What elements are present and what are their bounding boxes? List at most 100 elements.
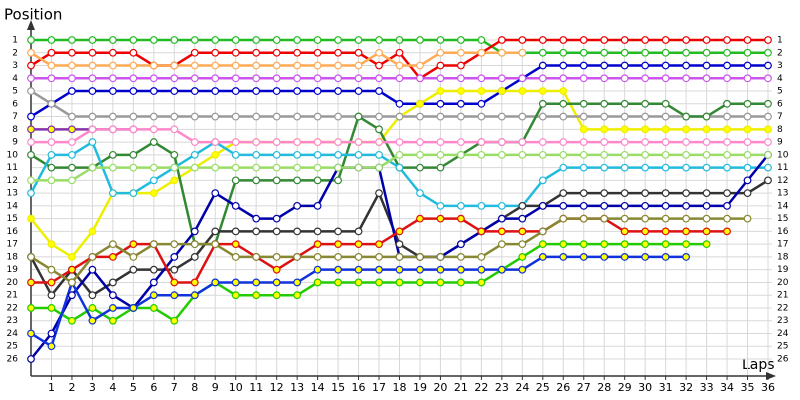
point (170, 163, 179, 172)
point (108, 304, 117, 312)
point (27, 36, 35, 44)
y-tick-label-right: 23 (777, 316, 788, 326)
point (293, 227, 302, 236)
point (477, 87, 486, 95)
point (661, 99, 670, 108)
point (477, 265, 486, 274)
point (538, 99, 547, 108)
point (538, 138, 547, 146)
point (600, 201, 609, 210)
point (559, 87, 568, 95)
point (334, 240, 342, 249)
point (743, 74, 752, 83)
point (477, 278, 486, 287)
point (436, 278, 445, 287)
point (559, 240, 568, 249)
point (395, 150, 404, 159)
point (293, 61, 302, 70)
y-tick-label: 4 (12, 74, 18, 84)
point (457, 265, 465, 274)
point (477, 253, 486, 261)
point (375, 48, 383, 57)
x-tick-label: 19 (413, 381, 427, 394)
point (88, 36, 97, 44)
point (129, 125, 138, 134)
point (354, 163, 363, 172)
point (661, 74, 670, 83)
point (579, 214, 588, 223)
x-tick-label: 7 (171, 381, 178, 394)
point (723, 36, 731, 44)
point (436, 99, 445, 108)
point (702, 227, 711, 236)
point (682, 163, 691, 172)
point (477, 201, 486, 210)
point (293, 87, 302, 95)
point (538, 150, 547, 159)
point (620, 163, 629, 172)
point (743, 163, 752, 172)
y-tick-label: 20 (7, 278, 19, 288)
point (27, 176, 35, 185)
point (477, 138, 486, 146)
point (395, 138, 404, 146)
point (641, 253, 650, 261)
x-tick-label: 3 (89, 381, 96, 394)
y-tick-label: 8 (12, 125, 18, 135)
point (702, 240, 711, 249)
point (190, 74, 199, 83)
point (68, 163, 76, 172)
point (620, 214, 629, 223)
point (661, 214, 670, 223)
point (436, 61, 445, 70)
point (559, 201, 568, 210)
point (661, 189, 670, 198)
point (252, 48, 261, 57)
point (211, 87, 220, 95)
point (27, 304, 35, 312)
point (68, 112, 76, 121)
point (47, 291, 56, 300)
x-tick-label: 34 (720, 381, 734, 394)
point (149, 189, 158, 198)
point (764, 138, 772, 146)
y-tick-label: 23 (7, 316, 18, 326)
point (497, 240, 506, 249)
point (518, 48, 527, 57)
point (518, 214, 527, 223)
point (436, 36, 445, 44)
x-tick-label: 14 (311, 381, 325, 394)
point (334, 138, 342, 146)
y-tick-label: 10 (7, 150, 19, 160)
point (313, 48, 322, 57)
point (170, 74, 179, 83)
x-tick-label: 15 (331, 381, 345, 394)
point (88, 265, 97, 274)
point (395, 112, 404, 121)
point (457, 201, 465, 210)
point (375, 112, 383, 121)
point (764, 48, 772, 57)
point (313, 265, 322, 274)
y-tick-label-right: 21 (777, 291, 788, 301)
point (272, 291, 281, 300)
y-axis-label: Position (4, 6, 62, 24)
point (272, 138, 281, 146)
point (559, 138, 568, 146)
y-tick-label: 26 (7, 355, 19, 365)
point (88, 74, 97, 83)
point (682, 36, 691, 44)
point (518, 253, 527, 261)
point (170, 125, 179, 134)
point (293, 176, 302, 185)
point (108, 125, 117, 134)
point (620, 138, 629, 146)
point (661, 163, 670, 172)
x-tick-label: 5 (130, 381, 137, 394)
point (149, 304, 158, 312)
point (170, 253, 179, 261)
point (334, 36, 342, 44)
x-tick-label: 24 (515, 381, 529, 394)
point (579, 240, 588, 249)
y-tick-label-right: 8 (777, 125, 783, 135)
